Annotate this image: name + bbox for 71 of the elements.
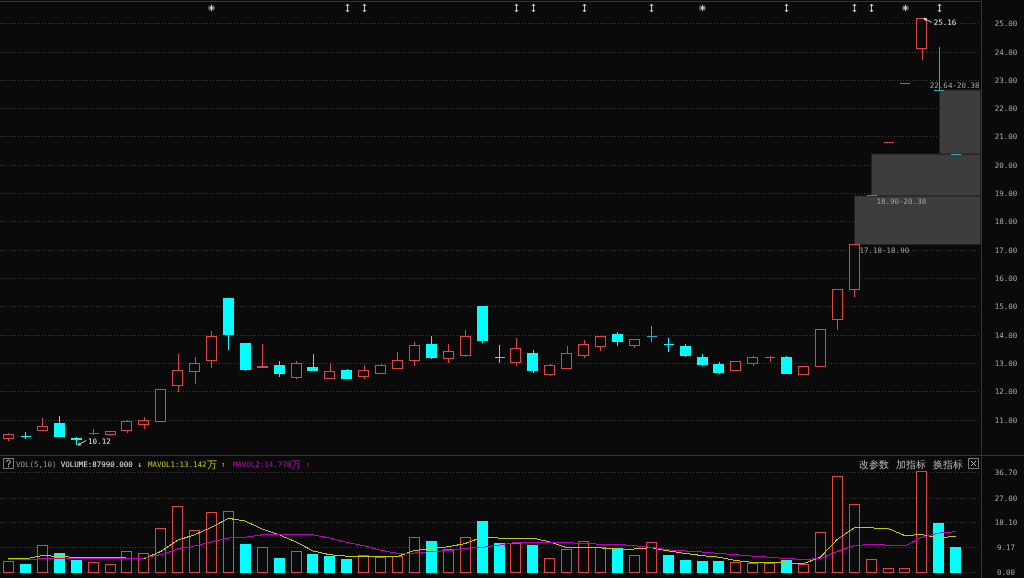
bar (815, 531, 826, 573)
bar (409, 536, 420, 573)
bar (307, 554, 318, 573)
line-series (7, 531, 957, 560)
bar (510, 543, 521, 573)
bar (866, 558, 877, 573)
bar (155, 528, 166, 573)
bar (527, 545, 538, 573)
bar (189, 529, 200, 573)
candlestick (527, 349, 538, 374)
candlestick (561, 345, 572, 370)
candlestick (510, 337, 521, 367)
bar (899, 567, 910, 573)
candlestick (443, 343, 454, 364)
bar (392, 555, 403, 573)
bar (544, 558, 555, 573)
bar (646, 542, 657, 573)
bar (324, 556, 335, 573)
bar (358, 555, 369, 573)
bar (697, 560, 708, 573)
bar (747, 562, 758, 573)
candlestick (172, 353, 183, 393)
bar (341, 558, 352, 573)
bar (291, 551, 302, 573)
bar (561, 548, 572, 573)
annotation: 换指标 (933, 458, 963, 470)
candlestick (460, 329, 471, 358)
bar (88, 561, 99, 573)
bar (680, 560, 691, 573)
bar (105, 563, 116, 573)
candlestick (257, 343, 268, 369)
bar (240, 543, 251, 573)
bar (764, 562, 775, 573)
bar (274, 557, 285, 573)
bar (849, 503, 860, 573)
bar (798, 564, 809, 573)
bar (443, 548, 454, 573)
bar (933, 523, 944, 573)
bar (206, 511, 217, 573)
bar (578, 540, 589, 573)
annotation: 加指标 (896, 458, 926, 470)
candlestick (291, 360, 302, 380)
bar (832, 475, 843, 573)
annotation: 改参数 (859, 458, 889, 470)
bar (375, 556, 386, 573)
candlestick (54, 415, 65, 437)
bar (950, 547, 961, 573)
bar (426, 541, 437, 573)
bar (629, 555, 640, 573)
bar (3, 560, 14, 573)
bar (494, 543, 505, 573)
bar (257, 547, 268, 573)
bar (71, 560, 82, 573)
bar (730, 562, 741, 573)
line-series (7, 517, 957, 565)
candlestick (409, 341, 420, 367)
bar (595, 547, 606, 573)
bar (883, 568, 894, 573)
candlestick (189, 356, 200, 385)
bar (612, 548, 623, 573)
bar (663, 554, 674, 573)
bar (172, 506, 183, 573)
bar (477, 520, 488, 573)
bar (713, 561, 724, 573)
bar (223, 510, 234, 573)
bar (20, 563, 31, 573)
candlestick (578, 339, 589, 359)
candlestick (206, 330, 217, 369)
candlestick (426, 335, 437, 360)
bar (460, 536, 471, 573)
bar (916, 471, 927, 573)
